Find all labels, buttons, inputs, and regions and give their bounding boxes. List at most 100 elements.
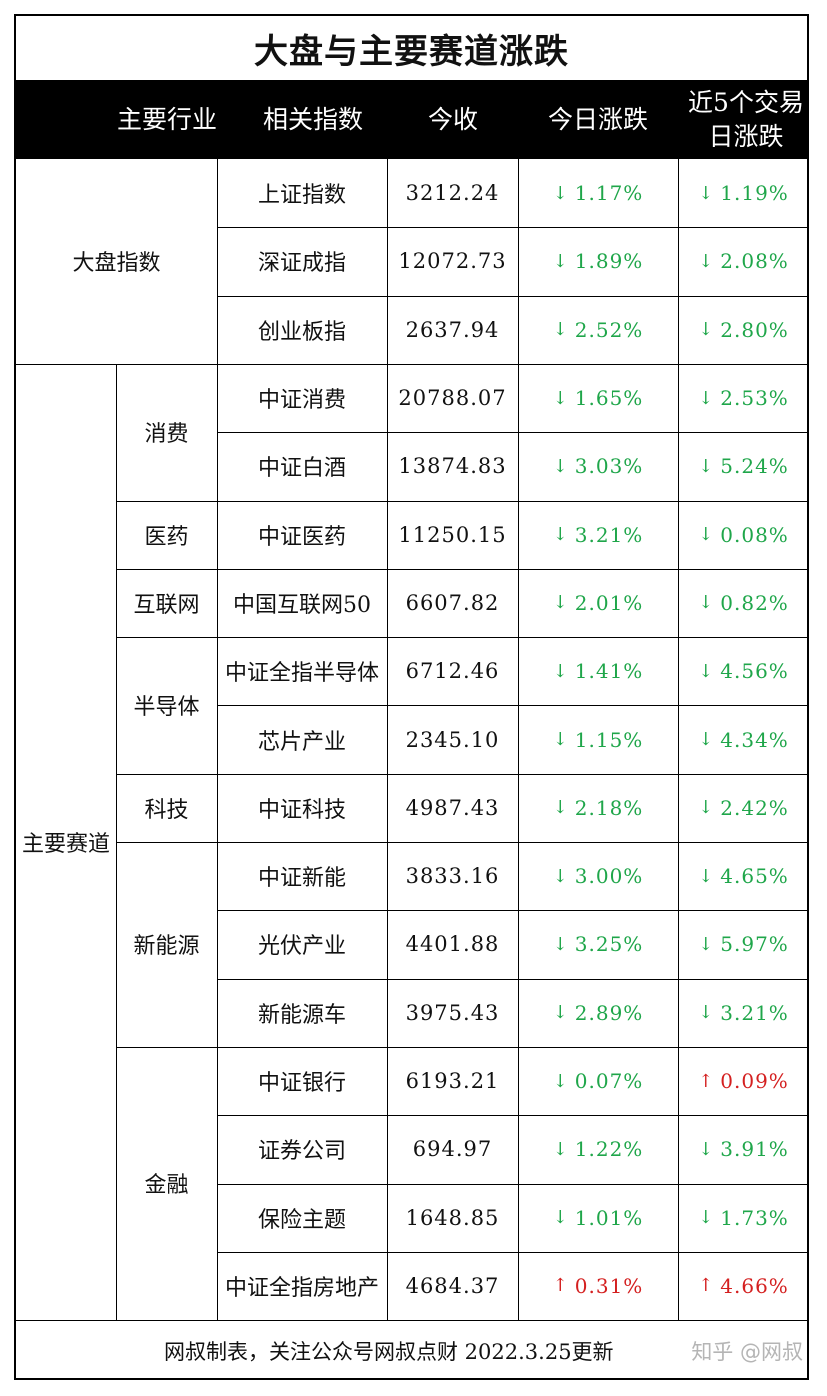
close-value: 4401.88 (405, 932, 500, 957)
subgroup-label: 科技 (144, 797, 189, 823)
today-change: ↓ 1.01% (518, 1184, 678, 1252)
today-change: ↓ 2.52% (518, 296, 678, 364)
five-day-change: ↓ 4.65% (678, 842, 809, 910)
arrow-down-icon: ↓ (552, 1207, 569, 1229)
arrow-down-icon: ↓ (698, 455, 715, 477)
index-name: 中证银行 (257, 1071, 346, 1097)
close-value: 3975.43 (405, 1000, 500, 1025)
index-name: 中证白酒 (257, 456, 346, 482)
today-change: ↓ 0.07% (518, 1047, 678, 1115)
today-change: ↑ 0.31% (518, 1252, 678, 1320)
close-value: 11250.15 (398, 522, 507, 547)
arrow-down-icon: ↓ (552, 455, 569, 477)
index-name: 中证科技 (257, 797, 346, 823)
subgroup-label: 互联网 (133, 592, 200, 618)
header-five-day-change: 近5个交易日涨跌 (688, 87, 804, 151)
change-value: 2.89% (574, 1000, 644, 1025)
five-day-change: ↓ 5.97% (678, 910, 809, 978)
table-body: 大盘指数 主要赛道 消费 医药 互联网 半导体 科技 新能源 金融 上证指数 3212.24 ↓ 1.1… (16, 159, 809, 1321)
five-day-change: ↑ 4.66% (678, 1252, 809, 1320)
close-value: 694.97 (412, 1137, 493, 1162)
today-change: ↓ 1.22% (518, 1115, 678, 1183)
close-value: 3833.16 (405, 864, 500, 889)
today-change: ↓ 2.01% (518, 569, 678, 637)
change-value: 4.65% (720, 864, 789, 889)
five-day-change: ↑ 0.09% (678, 1047, 809, 1115)
arrow-down-icon: ↓ (698, 182, 715, 204)
index-name: 保险主题 (257, 1207, 346, 1233)
close-value: 6712.46 (405, 659, 500, 684)
arrow-down-icon: ↓ (698, 660, 715, 682)
arrow-down-icon: ↓ (698, 797, 715, 819)
close-value: 12072.73 (398, 249, 507, 274)
change-value: 1.17% (574, 181, 644, 206)
arrow-down-icon: ↓ (698, 729, 715, 751)
change-value: 1.73% (720, 1205, 789, 1230)
close-value: 6607.82 (405, 590, 500, 615)
five-day-change: ↓ 4.56% (678, 637, 809, 705)
today-change: ↓ 1.15% (518, 705, 678, 773)
change-value: 2.52% (574, 317, 644, 342)
close-value: 4684.37 (405, 1273, 500, 1298)
change-value: 1.65% (574, 386, 644, 411)
arrow-down-icon: ↓ (552, 729, 569, 751)
change-value: 1.15% (574, 727, 644, 752)
five-day-change: ↓ 4.34% (678, 705, 809, 773)
five-day-change: ↓ 1.19% (678, 159, 809, 227)
change-value: 2.42% (720, 795, 789, 820)
arrow-up-icon: ↑ (698, 1275, 715, 1297)
five-day-change: ↓ 5.24% (678, 432, 809, 500)
today-change: ↓ 3.03% (518, 432, 678, 500)
arrow-down-icon: ↓ (552, 319, 569, 341)
change-value: 2.53% (720, 386, 789, 411)
arrow-down-icon: ↓ (552, 592, 569, 614)
close-value: 2637.94 (405, 317, 500, 342)
today-change: ↓ 3.21% (518, 501, 678, 569)
table-header: 主要行业 相关指数 今收 今日涨跌 近5个交易日涨跌 (16, 80, 807, 159)
arrow-down-icon: ↓ (552, 182, 569, 204)
change-value: 5.97% (720, 932, 789, 957)
change-value: 0.07% (574, 1069, 644, 1094)
today-change: ↓ 1.17% (518, 159, 678, 227)
five-day-change: ↓ 1.73% (678, 1184, 809, 1252)
change-value: 3.21% (574, 522, 644, 547)
change-value: 1.01% (574, 1205, 644, 1230)
arrow-down-icon: ↓ (698, 1002, 715, 1024)
subgroup-label: 金融 (144, 1173, 189, 1199)
change-value: 4.66% (720, 1273, 789, 1298)
today-change: ↓ 2.18% (518, 774, 678, 842)
arrow-down-icon: ↓ (698, 865, 715, 887)
today-change: ↓ 3.25% (518, 910, 678, 978)
group-label: 大盘指数 (72, 251, 161, 277)
subgroup-label: 医药 (144, 524, 189, 550)
index-name: 光伏产业 (257, 934, 346, 960)
change-value: 4.56% (720, 659, 789, 684)
close-value: 2345.10 (405, 727, 500, 752)
five-day-change: ↓ 2.80% (678, 296, 809, 364)
change-value: 1.22% (574, 1137, 644, 1162)
index-name: 中国互联网50 (233, 592, 371, 618)
arrow-down-icon: ↓ (552, 1070, 569, 1092)
close-value: 13874.83 (398, 454, 507, 479)
five-day-change: ↓ 3.21% (678, 979, 809, 1047)
today-change: ↓ 1.65% (518, 364, 678, 432)
change-value: 2.01% (574, 590, 644, 615)
index-name: 中证医药 (257, 524, 346, 550)
change-value: 1.89% (574, 249, 644, 274)
arrow-down-icon: ↓ (698, 387, 715, 409)
today-change: ↓ 2.89% (518, 979, 678, 1047)
arrow-down-icon: ↓ (552, 387, 569, 409)
watermark: 知乎 @网叔 (691, 1340, 803, 1364)
change-value: 3.03% (574, 454, 644, 479)
subgroup-label: 消费 (144, 422, 189, 448)
change-value: 3.00% (574, 864, 644, 889)
arrow-down-icon: ↓ (698, 250, 715, 272)
change-value: 1.41% (574, 659, 644, 684)
today-change: ↓ 3.00% (518, 842, 678, 910)
arrow-down-icon: ↓ (552, 250, 569, 272)
five-day-change: ↓ 0.82% (678, 569, 809, 637)
change-value: 3.21% (720, 1000, 789, 1025)
close-value: 4987.43 (405, 795, 500, 820)
index-name: 深证成指 (257, 251, 346, 277)
index-name: 中证新能 (257, 866, 346, 892)
